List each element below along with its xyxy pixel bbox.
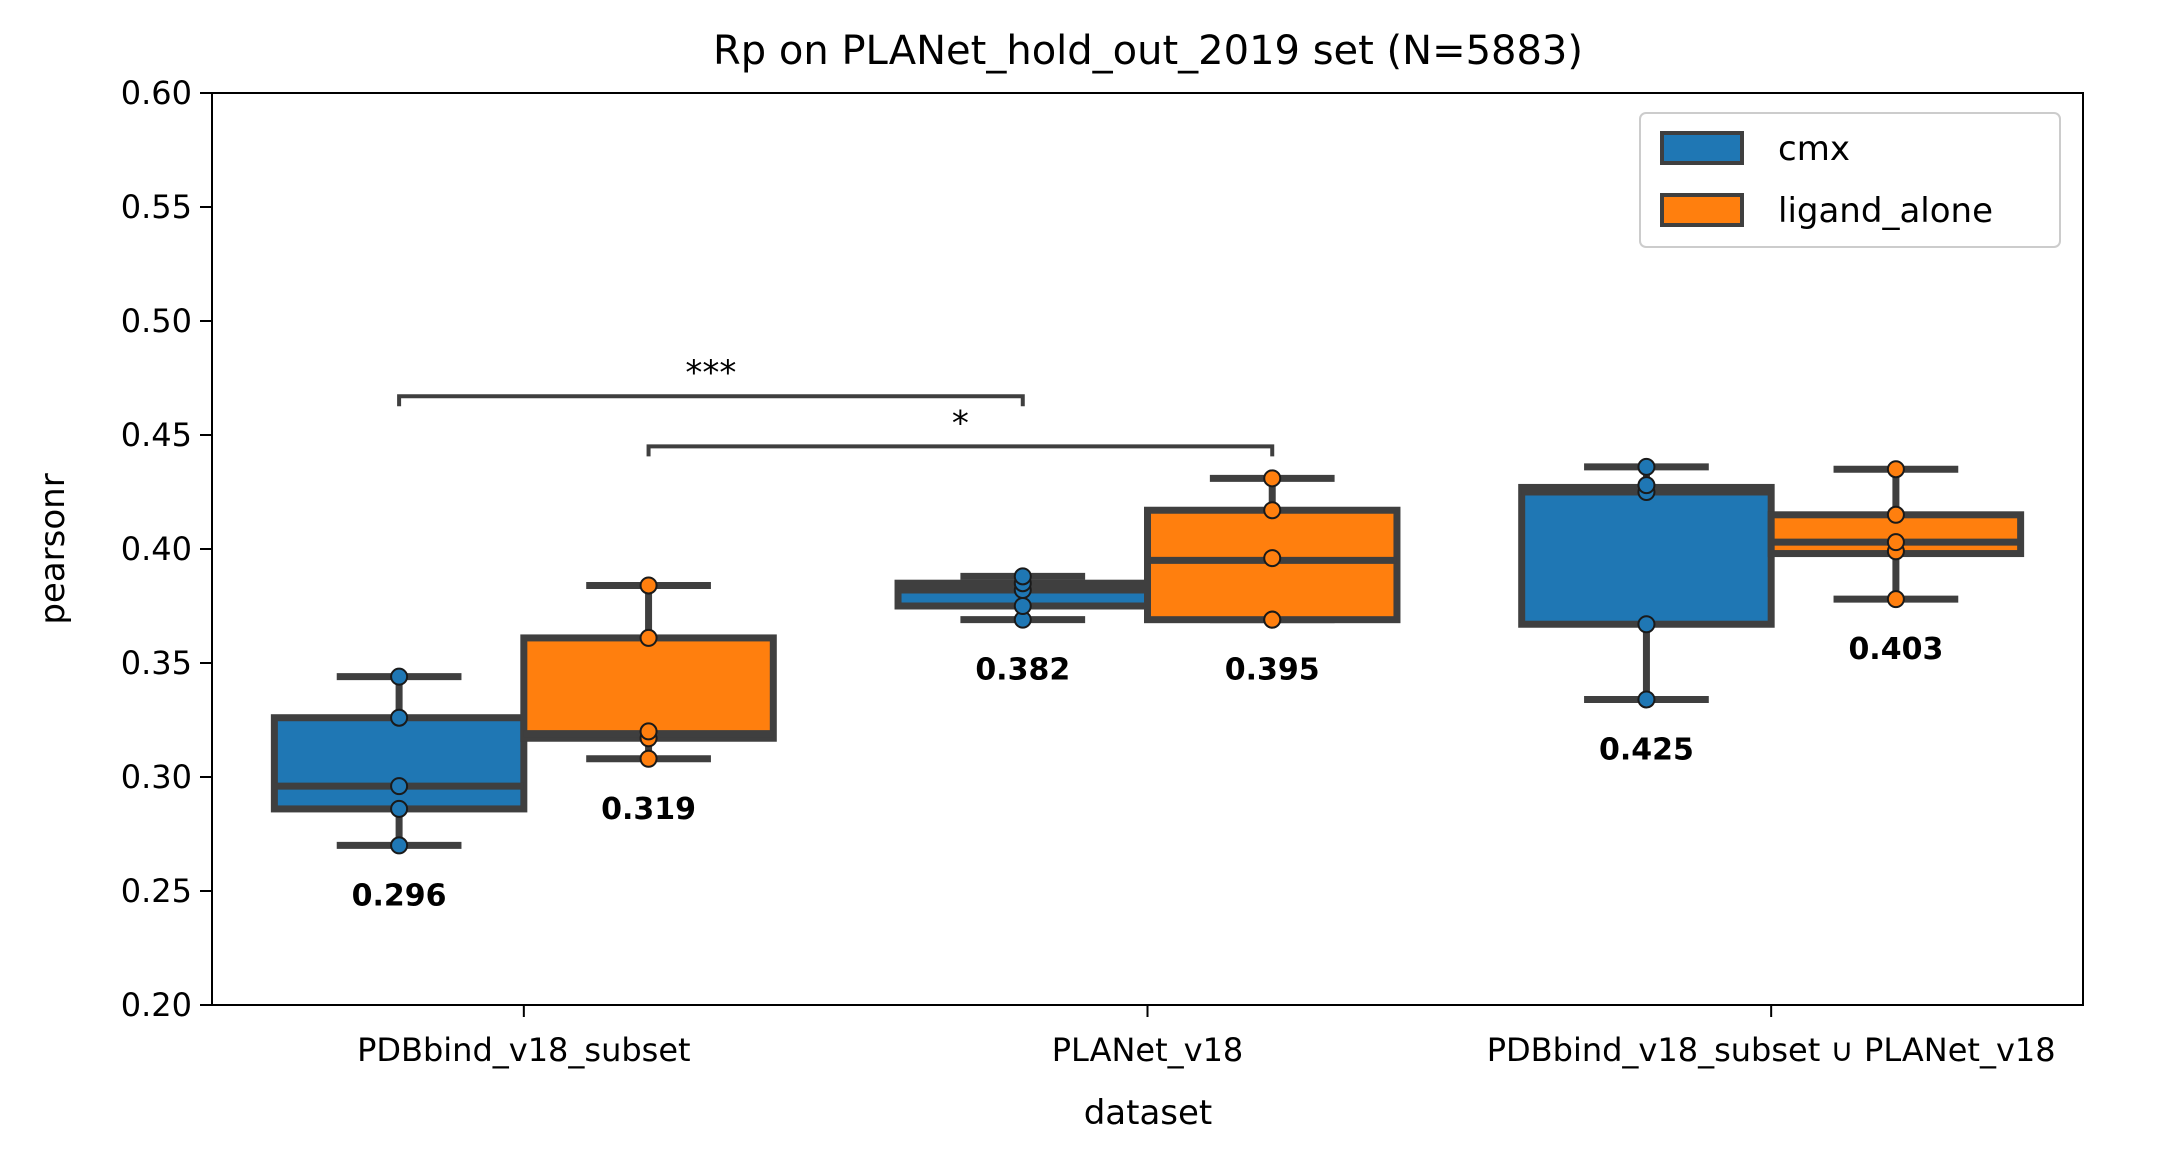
box-ligand_alone-0: 0.319 — [520, 576, 777, 827]
y-tick-label: 0.35 — [121, 644, 192, 682]
data-point — [1886, 590, 1905, 609]
x-tick-label: PDBbind_v18_subset ∪ PLANet_v18 — [1487, 1031, 2056, 1069]
data-point — [1263, 501, 1282, 520]
box-cmx-2: 0.425 — [1518, 457, 1775, 767]
x-axis-label: dataset — [1084, 1093, 1213, 1133]
y-tick-label: 0.55 — [121, 188, 192, 226]
data-point — [1263, 469, 1282, 488]
y-axis: 0.20 0.25 0.30 0.35 0.40 0.45 0.50 0.55 0.60 — [121, 74, 212, 1024]
data-point — [390, 777, 409, 796]
y-tick-label: 0.30 — [121, 758, 192, 796]
y-tick-label: 0.60 — [121, 74, 192, 112]
y-tick-label: 0.40 — [121, 530, 192, 568]
data-point — [1013, 597, 1032, 615]
y-tick-label: 0.50 — [121, 302, 192, 340]
x-tick-label: PLANet_v18 — [1052, 1031, 1244, 1069]
y-tick-label: 0.25 — [121, 872, 192, 910]
median-value-label: 0.296 — [352, 878, 447, 913]
data-point — [1263, 610, 1282, 629]
data-point — [1263, 549, 1282, 568]
legend: cmx ligand_alone — [1639, 112, 2061, 248]
median-value-label: 0.382 — [975, 653, 1070, 688]
median-value-label: 0.403 — [1848, 632, 1943, 667]
legend-swatch-ligand-alone — [1660, 193, 1744, 227]
legend-label-cmx: cmx — [1778, 129, 1850, 169]
data-point — [390, 667, 409, 686]
data-point — [390, 708, 409, 727]
legend-swatch-cmx — [1660, 131, 1744, 165]
data-point — [639, 749, 658, 768]
data-point — [1886, 533, 1905, 552]
y-tick-label: 0.20 — [121, 986, 192, 1024]
legend-frame — [1639, 112, 2061, 248]
median-value-label: 0.319 — [601, 792, 696, 827]
median-value-label: 0.395 — [1225, 653, 1320, 688]
data-point — [639, 722, 658, 741]
y-tick-label: 0.45 — [121, 416, 192, 454]
bracket-line — [646, 444, 1275, 457]
box-cmx-0: 0.296 — [270, 667, 528, 913]
data-point — [1637, 457, 1656, 476]
data-point — [639, 628, 658, 647]
significance-label: *** — [685, 353, 736, 393]
significance-label: * — [952, 403, 969, 443]
data-point — [1886, 460, 1905, 479]
significance-bracket: *** — [397, 353, 1025, 407]
data-point — [1637, 690, 1656, 709]
data-point — [1013, 567, 1032, 586]
chart-title: Rp on PLANet_hold_out_2019 set (N=5883) — [713, 28, 1583, 74]
box-iqr — [270, 714, 528, 813]
legend-label-ligand-alone: ligand_alone — [1778, 191, 1993, 231]
significance-bracket: * — [646, 403, 1275, 457]
x-axis: PDBbind_v18_subset PLANet_v18 PDBbind_v18_… — [357, 1005, 2056, 1069]
x-tick-label: PDBbind_v18_subset — [357, 1031, 691, 1069]
y-axis-label: pearsonr — [33, 473, 73, 624]
median-value-label: 0.425 — [1599, 732, 1694, 767]
data-point — [639, 576, 658, 595]
data-point — [1637, 476, 1656, 495]
data-point — [1637, 615, 1656, 634]
data-point — [390, 836, 409, 855]
box-ligand_alone-2: 0.403 — [1767, 460, 2025, 667]
box-iqr — [1518, 483, 1775, 628]
box-ligand_alone-1: 0.395 — [1144, 469, 1401, 688]
data-point — [1886, 505, 1905, 524]
bracket-line — [397, 394, 1025, 407]
data-point — [390, 799, 409, 818]
